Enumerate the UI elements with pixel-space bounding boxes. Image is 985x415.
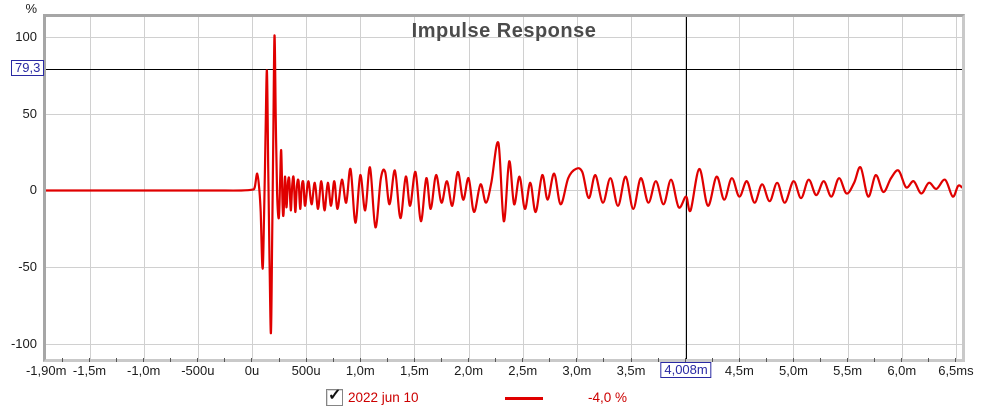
x-minor-tick	[955, 358, 957, 362]
x-tick-label: -1,0m	[127, 363, 161, 378]
x-minor-tick	[711, 358, 713, 362]
gridlines	[46, 17, 962, 359]
x-tick-label: 0u	[244, 363, 260, 378]
x-minor-tick	[820, 358, 822, 362]
x-minor-tick	[928, 358, 930, 362]
x-tick-label: -1,5m	[72, 363, 107, 378]
x-tick-label: 1,5m	[399, 363, 429, 378]
legend: ✓ 2022 jun 10 -4,0 %	[0, 386, 985, 412]
y-tick-label: 0	[29, 182, 37, 198]
x-minor-tick	[224, 358, 226, 362]
x-tick-label: 1,0m	[345, 363, 375, 378]
x-minor-tick	[901, 358, 903, 362]
legend-trace-color-sample	[505, 397, 543, 400]
x-tick-label: 500u	[291, 363, 321, 378]
x-tick-label: 5,0m	[779, 363, 808, 378]
x-minor-tick	[495, 358, 497, 362]
x-minor-tick	[792, 358, 794, 362]
x-tick-label: 6,0m	[887, 363, 917, 378]
plot-area[interactable]	[43, 14, 965, 362]
x-minor-tick	[413, 358, 415, 362]
legend-trace-name[interactable]: 2022 jun 10	[348, 390, 419, 405]
x-tick-label: 2,5m	[508, 363, 538, 378]
x-tick-label: -1,90m	[25, 363, 67, 378]
x-minor-tick	[61, 358, 63, 362]
x-minor-tick	[116, 358, 118, 362]
x-minor-tick	[576, 358, 578, 362]
x-minor-tick	[468, 358, 470, 362]
y-cursor-value-box: 79,3	[11, 59, 45, 76]
impulse-plot[interactable]	[46, 17, 962, 359]
x-minor-tick	[603, 358, 605, 362]
x-tick-label: -500u	[181, 363, 215, 378]
x-minor-tick	[657, 358, 659, 362]
x-minor-tick	[847, 358, 849, 362]
impulse-trace	[46, 34, 962, 335]
x-minor-tick	[359, 358, 361, 362]
x-minor-tick	[386, 358, 388, 362]
y-tick-label: 100	[15, 28, 37, 44]
x-minor-tick	[549, 358, 551, 362]
x-tick-label: 5,5m	[833, 363, 863, 378]
x-tick-label: 6,5ms	[938, 363, 974, 378]
y-axis-unit-label: %	[25, 1, 37, 16]
x-minor-tick	[874, 358, 876, 362]
y-tick-label: -50	[18, 259, 37, 275]
x-minor-tick	[738, 358, 740, 362]
x-minor-tick	[522, 358, 524, 362]
x-minor-tick	[143, 358, 145, 362]
legend-cursor-value: -4,0 %	[588, 390, 628, 405]
x-tick-label: 2,0m	[454, 363, 484, 378]
x-minor-tick	[765, 358, 767, 362]
x-minor-tick	[89, 358, 91, 362]
x-minor-tick	[332, 358, 334, 362]
x-minor-tick	[305, 358, 307, 362]
x-tick-label: 3,0m	[562, 363, 592, 378]
check-icon: ✓	[328, 387, 342, 404]
x-minor-tick	[197, 358, 199, 362]
y-tick-label: 50	[22, 105, 37, 121]
legend-checkbox[interactable]: ✓	[326, 387, 343, 406]
x-minor-tick	[630, 358, 632, 362]
x-tick-label: 4,5m	[724, 363, 754, 378]
x-minor-tick	[441, 358, 442, 362]
x-tick-label: 3,5m	[616, 363, 646, 378]
x-cursor-value-box: 4,008m	[660, 362, 712, 378]
x-minor-tick	[251, 358, 253, 362]
x-minor-tick	[170, 358, 172, 362]
x-minor-tick	[278, 358, 280, 362]
y-tick-label: -100	[10, 335, 37, 351]
x-minor-tick	[684, 358, 686, 362]
